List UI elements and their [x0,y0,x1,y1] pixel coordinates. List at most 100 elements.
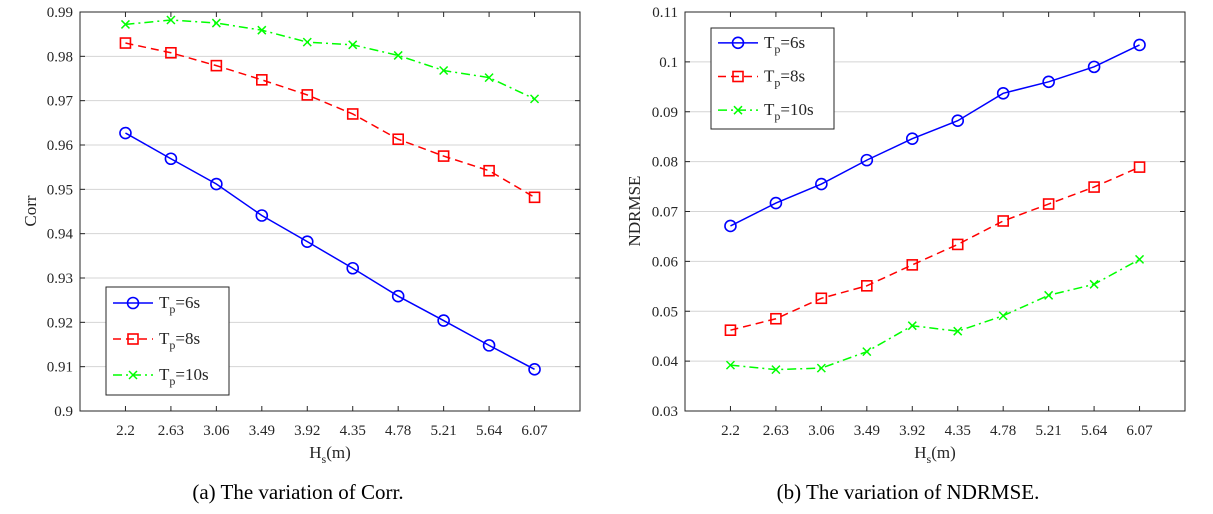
data-point [724,324,737,337]
data-point [346,108,359,120]
legend-entry: Tp=10s [764,100,814,123]
legend-box [710,27,835,130]
x-tick-label: 3.49 [249,423,275,439]
y-tick-label: 0.9 [54,404,73,420]
legend-entry-tail: =6s [780,33,805,52]
data-point [255,209,269,222]
series-6s [119,126,541,376]
legend-entry-tail: =8s [780,67,805,86]
legend-entry-main: T [159,329,170,348]
legend-entry: Tp=10s [159,365,209,388]
axes-frame [684,11,1186,412]
data-point [301,89,314,101]
legend-entry-sub: p [774,42,780,56]
series-10s [120,15,540,104]
x-axis-label-sub: s [927,452,932,466]
legend-entry: Tp=6s [159,293,200,316]
y-tick-label: 0.94 [47,227,74,243]
data-point [906,259,919,271]
series-8s [119,37,541,204]
y-axis-label: Corr [21,195,40,227]
data-point [346,261,360,275]
x-tick-label: 6.07 [521,423,548,439]
data-point [951,238,964,251]
series-line [730,258,1140,371]
data-point [1089,279,1099,289]
x-axis-label: Hs(m) [914,443,956,466]
y-tick-label: 0.91 [47,360,73,376]
data-point [815,177,828,191]
legend-entry-tail: =10s [780,100,813,119]
x-tick-label: 5.21 [431,423,457,439]
data-point [1088,181,1100,193]
data-point [770,312,782,325]
x-tick-label: 6.07 [1126,423,1153,439]
data-point [437,150,450,162]
data-point [724,219,737,233]
data-point [302,37,312,47]
series-line [125,19,535,100]
data-point [1044,290,1054,300]
chart-corr: 0.9 0.91 0.92 0.93 0.94 0.95 0.96 0.97 0.98 0.99 2… [21,5,581,504]
legend-entry-tail: =8s [175,329,200,348]
x-tick-label: 4.35 [945,423,971,439]
y-tick-label: 0.1 [659,55,678,71]
data-point [166,15,176,25]
data-point [528,191,541,204]
chart-ndrmse: 0.03 0.04 0.05 0.06 0.07 0.08 0.09 0.1 0.11 2.2 2.… [625,5,1186,504]
x-axis-label-main: H [309,443,321,462]
y-tick-label: 0.98 [47,49,73,65]
legend-entry: Tp=6s [764,33,805,56]
y-tick-label: 0.03 [652,404,678,420]
data-point [998,311,1008,321]
data-point [482,339,496,352]
data-point [1133,161,1146,173]
data-point [210,177,223,191]
legend-swatch-marker [127,333,139,345]
x-tick-label: 5.64 [1081,423,1108,439]
data-point [1133,38,1146,52]
data-point [256,74,268,86]
y-tick-label: 0.07 [652,205,679,221]
data-point [119,37,132,49]
legend-swatch-marker [733,105,743,115]
x-tick-label: 3.06 [203,423,230,439]
series-8s [724,161,1146,337]
x-tick-label: 4.78 [385,423,411,439]
y-tick-label: 0.06 [652,254,679,270]
x-tick-label: 3.92 [294,423,320,439]
data-point [530,94,540,104]
x-axis-label-tail: (m) [931,443,956,462]
series-10s [725,254,1145,375]
y-tick-label: 0.08 [652,155,678,171]
data-point [951,114,965,128]
y-tick-label: 0.09 [652,105,678,121]
figure-caption: (b) The variation of NDRMSE. [777,480,1040,504]
legend-entry-sub: p [169,338,175,352]
legend-entry-tail: =6s [175,293,200,312]
x-axis-label: Hs(m) [309,443,351,466]
legend-entry-sub: p [169,302,175,316]
data-point [1135,254,1145,264]
legend-entry-main: T [159,293,170,312]
x-tick-label: 2.2 [116,423,135,439]
data-point [483,164,495,177]
x-axis-label-sub: s [322,452,327,466]
data-point [393,50,403,60]
data-point [257,25,267,35]
y-tick-label: 0.04 [652,354,679,370]
legend-box [105,286,230,396]
axes-frame [79,11,581,412]
data-point [165,46,177,59]
x-tick-label: 2.63 [158,423,184,439]
data-point [907,321,917,331]
data-point [439,65,449,76]
data-point [771,365,781,375]
x-axis-label-main: H [914,443,926,462]
data-point [211,18,221,28]
legend-entry-main: T [159,365,170,384]
data-point [905,132,919,145]
data-point [300,235,314,248]
